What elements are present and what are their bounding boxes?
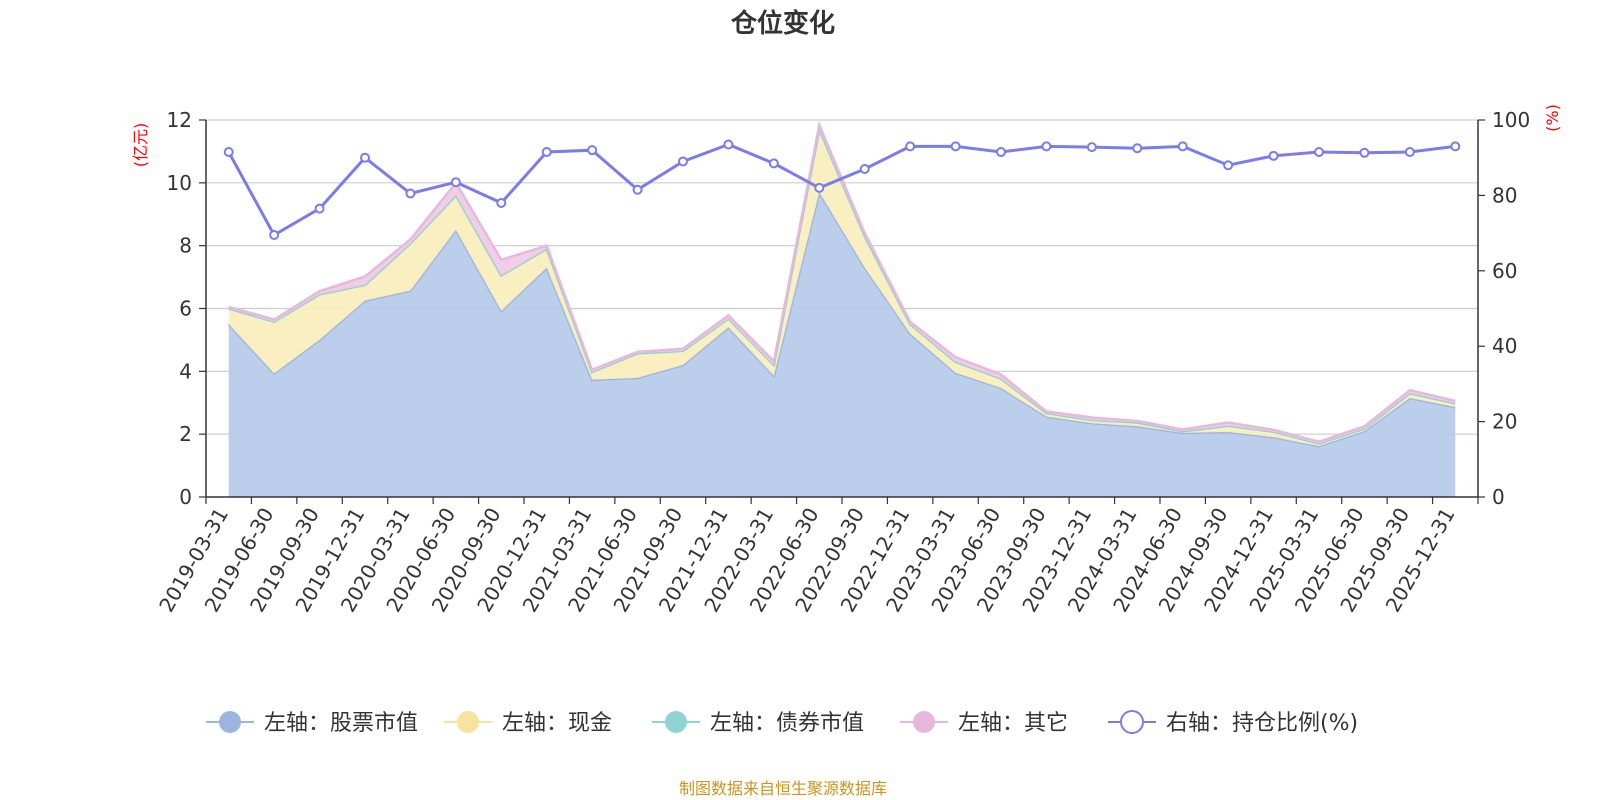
left-axis-tick-label: 4 <box>179 359 192 383</box>
legend-marker <box>457 711 479 733</box>
ratio-point <box>1086 142 1097 153</box>
right-axis-tick-label: 0 <box>1492 485 1505 509</box>
legend-item[interactable]: 左轴：其它 <box>900 711 1068 736</box>
ratio-point <box>905 141 916 152</box>
data-source-note: 制图数据来自恒生聚源数据库 <box>679 779 887 798</box>
legend-item[interactable]: 左轴：现金 <box>444 711 612 736</box>
ratio-point <box>859 164 870 175</box>
ratio-point <box>1041 141 1052 152</box>
area-fill <box>228 192 1456 498</box>
ratio-point <box>450 177 461 188</box>
right-axis-tick-label: 100 <box>1492 108 1530 132</box>
chart-title: 仓位变化 <box>730 8 835 39</box>
ratio-point <box>1132 143 1143 154</box>
ratio-point <box>269 229 280 240</box>
ratio-point <box>768 158 779 169</box>
legend-label: 右轴：持仓比例(%) <box>1166 711 1358 736</box>
left-axis-tick-label: 10 <box>167 171 192 195</box>
right-axis-unit: (%) <box>1543 104 1562 132</box>
legend-marker <box>1120 710 1144 734</box>
ratio-point <box>1359 147 1370 158</box>
legend-label: 左轴：股票市值 <box>264 711 418 736</box>
ratio-point <box>541 147 552 158</box>
ratio-point <box>1450 141 1461 152</box>
left-axis-tick-label: 2 <box>179 422 192 446</box>
legend-item[interactable]: 左轴：债券市值 <box>652 711 864 736</box>
left-axis-unit: (亿元) <box>131 123 150 168</box>
left-axis-tick-label: 12 <box>167 108 192 132</box>
legend[interactable]: 左轴：股票市值 左轴：现金 左轴：债券市值 左轴：其它 右轴：持仓比例(%) <box>206 710 1358 736</box>
legend-item[interactable]: 左轴：股票市值 <box>206 711 418 736</box>
ratio-point <box>1223 160 1234 171</box>
right-axis-tick-label: 80 <box>1492 183 1517 207</box>
ratio-line-path <box>227 142 1456 238</box>
ratio-point <box>723 139 734 150</box>
ratio-series <box>223 139 1461 240</box>
legend-label: 左轴：债券市值 <box>710 711 864 736</box>
ratio-point <box>1314 147 1324 158</box>
left-axis-tick-label: 0 <box>179 485 192 509</box>
ratio-point <box>678 156 688 167</box>
ratio-point <box>223 147 234 158</box>
legend-marker <box>219 711 241 733</box>
ratio-point <box>632 184 643 195</box>
legend-item[interactable]: 右轴：持仓比例(%) <box>1108 710 1358 736</box>
area-series <box>227 120 1456 498</box>
right-axis-tick-label: 40 <box>1492 334 1517 358</box>
left-axis-tick-label: 8 <box>179 234 192 258</box>
legend-label: 左轴：其它 <box>958 711 1068 736</box>
ratio-point <box>587 145 598 156</box>
ratio-point <box>1404 147 1415 158</box>
ratio-point <box>950 141 961 152</box>
ratio-point <box>496 197 507 208</box>
right-axis-tick-label: 60 <box>1492 259 1517 283</box>
legend-marker <box>665 711 687 733</box>
ratio-point <box>405 188 416 199</box>
legend-label: 左轴：现金 <box>502 711 612 736</box>
ratio-point <box>1177 141 1188 152</box>
ratio-point <box>314 203 325 214</box>
ratio-point <box>1268 150 1279 161</box>
ratio-point <box>814 182 825 193</box>
left-axis-tick-label: 6 <box>179 297 192 321</box>
right-axis-tick-label: 20 <box>1492 410 1517 434</box>
area-fill <box>228 129 1456 447</box>
ratio-point <box>360 152 370 163</box>
ratio-point <box>996 147 1006 158</box>
legend-marker <box>913 711 935 733</box>
